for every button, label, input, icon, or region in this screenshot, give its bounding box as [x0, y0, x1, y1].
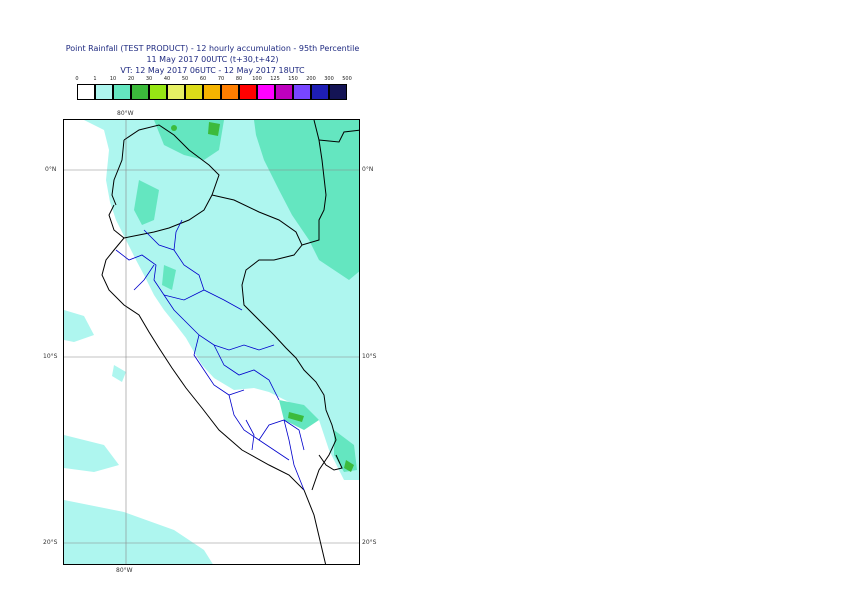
legend-label: 1	[93, 76, 97, 82]
legend-label: 60	[199, 76, 207, 82]
legend-label: 100	[252, 76, 262, 82]
legend-swatch	[131, 84, 149, 100]
lat-label-10-left: 10°S	[43, 353, 58, 360]
moderate-rain-field	[134, 120, 359, 472]
legend-label: 500	[342, 76, 352, 82]
lat-label-0-right: 0°N	[362, 166, 374, 173]
legend-swatch	[95, 84, 113, 100]
legend-swatch	[77, 84, 95, 100]
title-line-3: VT: 12 May 2017 06UTC - 12 May 2017 18UT…	[120, 66, 305, 75]
lat-label-20-left: 20°S	[43, 539, 58, 546]
legend-label: 150	[288, 76, 298, 82]
legend-swatch	[203, 84, 221, 100]
legend-label: 200	[306, 76, 316, 82]
legend-label: 20	[127, 76, 135, 82]
legend-label: 50	[181, 76, 189, 82]
lon-label-top: 80°W	[117, 110, 134, 117]
legend-swatch	[167, 84, 185, 100]
legend-swatch	[185, 84, 203, 100]
legend-swatch	[221, 84, 239, 100]
rainfall-map	[63, 119, 360, 565]
country-borders	[101, 120, 359, 564]
lat-label-10-right: 10°S	[362, 353, 377, 360]
heavy-rain-spots	[171, 122, 354, 472]
legend-label: 10	[109, 76, 117, 82]
legend-swatch	[275, 84, 293, 100]
graticule	[64, 120, 359, 564]
legend-label: 70	[217, 76, 225, 82]
legend-label: 0	[75, 76, 79, 82]
legend-label: 125	[270, 76, 280, 82]
legend-label: 30	[145, 76, 153, 82]
lon-label-bottom: 80°W	[116, 567, 133, 574]
legend-swatch	[329, 84, 347, 100]
regional-borders	[115, 219, 305, 491]
legend-swatch	[257, 84, 275, 100]
map-canvas	[64, 120, 359, 564]
legend-swatch	[293, 84, 311, 100]
legend-swatch	[113, 84, 131, 100]
legend-swatch	[239, 84, 257, 100]
legend-swatch	[149, 84, 167, 100]
lat-label-0-left: 0°N	[45, 166, 57, 173]
legend-label: 300	[324, 76, 334, 82]
title-line-2: 11 May 2017 00UTC (t+30,t+42)	[146, 55, 279, 64]
lat-label-20-right: 20°S	[362, 539, 377, 546]
title-line-1: Point Rainfall (TEST PRODUCT) - 12 hourl…	[65, 44, 360, 53]
legend-label: 40	[163, 76, 171, 82]
legend-label: 80	[235, 76, 243, 82]
legend-swatch	[311, 84, 329, 100]
